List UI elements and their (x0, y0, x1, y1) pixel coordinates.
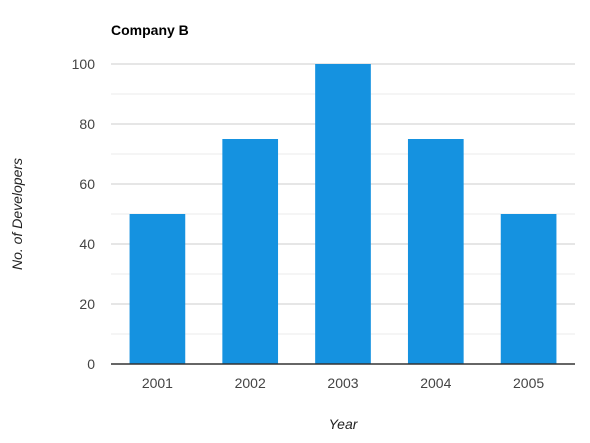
bars (129, 64, 557, 364)
x-tick-label: 2005 (513, 375, 544, 391)
chart-title: Company B (111, 22, 189, 38)
x-tick-label: 2004 (420, 375, 451, 391)
x-axis-title: Year (329, 416, 359, 432)
x-tick-label: 2003 (327, 375, 358, 391)
y-tick-label: 20 (79, 296, 95, 312)
y-axis-tick-labels: 0 20 40 60 80 100 (72, 56, 96, 372)
y-axis-title: No. of Developers (9, 158, 25, 270)
y-tick-label: 80 (79, 116, 95, 132)
y-tick-label: 60 (79, 176, 95, 192)
x-tick-label: 2002 (235, 375, 266, 391)
y-tick-label: 0 (87, 356, 95, 372)
bar-2005 (500, 214, 557, 364)
bar-2001 (129, 214, 186, 364)
y-tick-label: 100 (72, 56, 96, 72)
bar-2002 (222, 139, 279, 364)
bar-2003 (315, 64, 371, 364)
x-axis-tick-labels: 2001 2002 2003 2004 2005 (142, 375, 545, 391)
bar-2004 (407, 139, 464, 364)
x-tick-label: 2001 (142, 375, 173, 391)
y-tick-label: 40 (79, 236, 95, 252)
